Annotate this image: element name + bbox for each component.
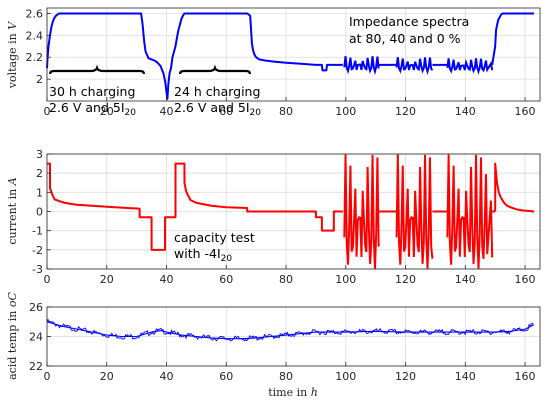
voltage-axes-frame (46, 7, 541, 102)
charge30-brace (48, 64, 146, 75)
current-impedance-burst-2 (446, 154, 494, 269)
acid_temp-xtick-label-40: 40 (160, 370, 174, 383)
acid_temp-xtick-label-0: 0 (44, 370, 51, 383)
charge30-annotation-line1: 30 h charging (49, 84, 135, 99)
current-xtick-label-80: 80 (279, 273, 293, 286)
voltage-impedance-burst-0 (343, 56, 380, 76)
current-xtick-label-20: 20 (100, 273, 114, 286)
voltage-xtick-label-40: 40 (160, 105, 174, 118)
capacity-annotation-line2: with -4I20 (174, 246, 232, 264)
voltage-xtick-label-60: 60 (219, 105, 233, 118)
current-xtick-label-160: 160 (515, 273, 536, 286)
acid_temp-xtick-label-20: 20 (100, 370, 114, 383)
acid_temp-xtick-label-80: 80 (279, 370, 293, 383)
current-xtick-label-60: 60 (219, 273, 233, 286)
voltage-impedance-burst-1 (395, 57, 434, 75)
current-ytick-label-3: 3 (36, 148, 43, 161)
temp-y-axis-label: acid temp in oC (6, 292, 19, 380)
charge24-annotation-line1: 24 h charging (174, 84, 260, 99)
voltage-xtick-label-120: 120 (395, 105, 416, 118)
charge30-annotation-line2: 2.6 V and 5I20 (49, 100, 136, 118)
current-xtick-label-120: 120 (395, 273, 416, 286)
acid_temp-ytick-label-22: 22 (29, 360, 43, 373)
current-ytick-label-0: 0 (36, 206, 43, 219)
current-ytick-label--2: -2 (32, 244, 43, 257)
voltage-series-line-0 (46, 12, 343, 100)
voltage-ytick-label-2.6: 2.6 (26, 7, 44, 20)
voltage-xtick-label-140: 140 (455, 105, 476, 118)
current-panel: 0 20 40 60 80 100 120 140 160 -3 -2 -1 0 1 2 3 current … (6, 148, 541, 286)
acid-temp-panel: 0 20 40 60 80 100 120 140 160 22 24 26 acid temp in… (6, 292, 541, 399)
charge24-annotation-line2: 2.6 V and 5I20 (174, 100, 261, 118)
voltage-impedance-burst-2 (446, 58, 494, 75)
current-y-axis-label: current in A (6, 177, 19, 244)
current-series-line-1 (494, 162, 535, 213)
voltage-xtick-label-20: 20 (100, 105, 114, 118)
acid_temp-ytick-label-26: 26 (29, 301, 43, 314)
current-ytick-label-2: 2 (36, 167, 43, 180)
acid_temp-ytick-label-24: 24 (29, 331, 43, 344)
acid-temp-noise-line (46, 318, 534, 342)
current-ytick-label--3: -3 (32, 263, 43, 276)
acid_temp-xtick-label-60: 60 (219, 370, 233, 383)
voltage-series-line-1 (491, 12, 535, 66)
current-ytick-label--1: -1 (32, 225, 43, 238)
charge24-brace (178, 64, 252, 75)
impedance-annotation-line1: Impedance spectra (349, 14, 469, 29)
acid_temp-xtick-label-120: 120 (395, 370, 416, 383)
voltage-xtick-label-100: 100 (335, 105, 356, 118)
capacity-annotation-line1: capacity test (174, 230, 255, 245)
voltage-ytick-label-2.2: 2.2 (26, 51, 44, 64)
voltage-xtick-label-160: 160 (515, 105, 536, 118)
voltage-panel: 0 20 40 60 80 100 120 140 160 2 2.2 2.4 2.6 voltage … (6, 7, 541, 118)
voltage-ytick-label-2.4: 2.4 (26, 29, 44, 42)
acid_temp-xtick-label-160: 160 (515, 370, 536, 383)
time-x-axis-label: time in h (268, 386, 318, 399)
current-series-line-0 (47, 162, 343, 251)
current-xtick-label-0: 0 (44, 273, 51, 286)
current-xtick-label-100: 100 (335, 273, 356, 286)
voltage-ytick-label-2: 2 (36, 73, 43, 86)
current-impedance-burst-0 (343, 154, 380, 269)
current-ytick-label-1: 1 (36, 186, 43, 199)
current-impedance-burst-1 (395, 154, 434, 269)
acid_temp-xtick-label-100: 100 (335, 370, 356, 383)
voltage-xtick-label-0: 0 (44, 105, 51, 118)
current-xtick-label-140: 140 (455, 273, 476, 286)
voltage-xtick-label-80: 80 (279, 105, 293, 118)
acid_temp-xtick-label-140: 140 (455, 370, 476, 383)
impedance-annotation-line2: at 80, 40 and 0 % (349, 31, 461, 46)
voltage-y-axis-label: voltage in V (6, 21, 19, 89)
current-xtick-label-40: 40 (160, 273, 174, 286)
